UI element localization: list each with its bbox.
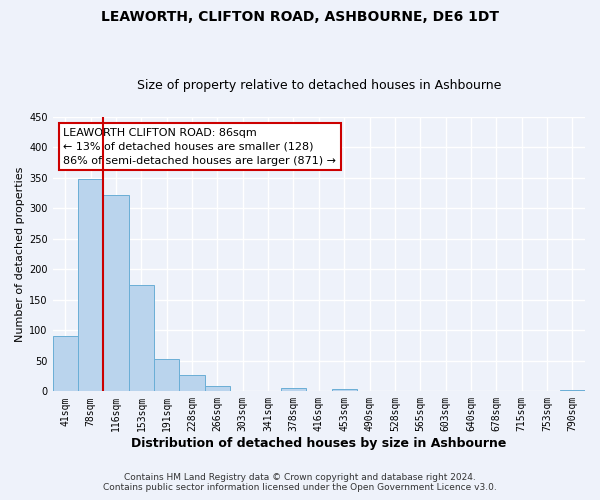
Title: Size of property relative to detached houses in Ashbourne: Size of property relative to detached ho… <box>137 79 501 92</box>
Bar <box>332 389 357 392</box>
Bar <box>560 390 585 392</box>
Bar <box>78 179 103 392</box>
Bar <box>179 376 205 392</box>
Text: LEAWORTH CLIFTON ROAD: 86sqm
← 13% of detached houses are smaller (128)
86% of s: LEAWORTH CLIFTON ROAD: 86sqm ← 13% of de… <box>63 128 336 166</box>
Text: LEAWORTH, CLIFTON ROAD, ASHBOURNE, DE6 1DT: LEAWORTH, CLIFTON ROAD, ASHBOURNE, DE6 1… <box>101 10 499 24</box>
Bar <box>154 359 179 392</box>
Bar <box>129 284 154 392</box>
Y-axis label: Number of detached properties: Number of detached properties <box>15 166 25 342</box>
Bar <box>281 388 306 392</box>
Bar <box>53 336 78 392</box>
X-axis label: Distribution of detached houses by size in Ashbourne: Distribution of detached houses by size … <box>131 437 506 450</box>
Bar <box>103 195 129 392</box>
Bar <box>205 386 230 392</box>
Text: Contains HM Land Registry data © Crown copyright and database right 2024.
Contai: Contains HM Land Registry data © Crown c… <box>103 473 497 492</box>
